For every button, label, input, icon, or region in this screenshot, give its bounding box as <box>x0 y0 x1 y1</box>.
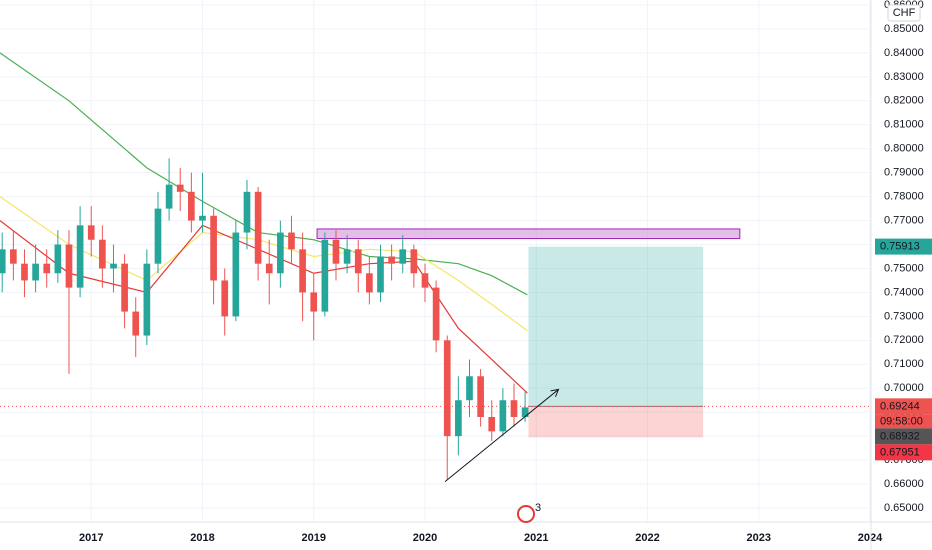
candle-body <box>10 249 17 264</box>
x-tick-label: 2023 <box>747 532 771 544</box>
candle-body <box>65 244 73 288</box>
loss-area <box>528 406 704 438</box>
x-tick-label: 2017 <box>79 532 103 544</box>
candle-body <box>455 400 462 437</box>
candle-body <box>87 225 95 240</box>
profit-area <box>528 246 704 407</box>
candle-body <box>21 263 28 281</box>
y-tick-label: 0.73000 <box>884 310 924 322</box>
price-tag <box>875 398 932 415</box>
candle-body <box>377 256 384 293</box>
y-tick-label: 0.77000 <box>884 214 924 226</box>
y-tick-label: 0.70000 <box>884 382 924 394</box>
candle-body <box>354 249 362 274</box>
candle-body <box>32 263 39 281</box>
candle-body <box>343 249 351 264</box>
x-tick-label: 2020 <box>413 532 437 544</box>
x-tick-label: 2019 <box>301 532 325 544</box>
candle-body <box>499 400 507 432</box>
x-tick-label: 2022 <box>635 532 659 544</box>
x-tick-label: 2024 <box>858 532 883 544</box>
candle-body <box>443 340 451 437</box>
candle-body <box>54 244 62 274</box>
y-tick-label: 0.85000 <box>884 23 924 35</box>
y-tick-label: 0.81000 <box>884 119 924 131</box>
candle-body <box>210 215 217 281</box>
candle-body <box>332 239 340 264</box>
candle-body <box>521 407 529 417</box>
candle-body <box>477 376 484 417</box>
candle-body <box>288 232 295 250</box>
x-tick-label: 2018 <box>190 532 214 544</box>
candle-body <box>399 249 407 264</box>
candle-body <box>321 239 329 312</box>
price-tag <box>875 238 932 255</box>
countdown-tag <box>875 414 932 429</box>
candle-body <box>421 273 429 288</box>
candle-body <box>154 208 162 264</box>
y-tick-label: 0.65000 <box>884 502 924 514</box>
currency-label: CHF <box>893 7 916 19</box>
candle-body <box>99 239 106 269</box>
candle-body <box>277 232 284 274</box>
moving-average <box>0 196 528 332</box>
candle-body <box>76 225 84 288</box>
y-tick-label: 0.75000 <box>884 262 924 274</box>
y-tick-label: 0.74000 <box>884 286 924 298</box>
arrow-head <box>550 388 560 398</box>
price-tag <box>875 428 932 445</box>
price-tag-label: 0.69244 <box>880 400 920 412</box>
candle-body <box>265 263 273 274</box>
candle-body <box>510 400 518 417</box>
candle-body <box>410 249 418 274</box>
candle-body <box>143 263 151 336</box>
price-tag-label: 0.67951 <box>880 446 920 458</box>
candle-body <box>488 416 496 432</box>
candle-body <box>299 249 306 293</box>
candle-body <box>0 249 6 274</box>
event-count: 3 <box>535 502 541 514</box>
candle-body <box>176 184 184 192</box>
moving-average <box>0 52 528 296</box>
resistance-zone <box>316 228 741 240</box>
y-tick-label: 0.78000 <box>884 191 924 203</box>
countdown-label: 09:58:00 <box>880 415 923 427</box>
candle-body <box>165 184 173 209</box>
candle-body <box>221 280 229 317</box>
y-tick-label: 0.79000 <box>884 167 924 179</box>
candle-body <box>388 256 395 264</box>
candle-body <box>110 263 117 269</box>
y-tick-label: 0.82000 <box>884 95 924 107</box>
candle-body <box>188 191 195 221</box>
price-tag-label: 0.75913 <box>880 241 920 253</box>
y-tick-label: 0.72000 <box>884 334 924 346</box>
y-tick-label: 0.80000 <box>884 143 924 155</box>
price-tag <box>875 444 932 461</box>
trendline <box>444 389 559 483</box>
candle-body <box>232 232 240 317</box>
candle-body <box>254 191 262 264</box>
candle-body <box>466 376 473 401</box>
candle-body <box>43 263 51 274</box>
y-tick-label: 0.84000 <box>884 47 924 59</box>
candle-body <box>243 191 251 233</box>
currency-badge <box>887 4 921 22</box>
candle-body <box>199 215 206 221</box>
candle-body <box>310 292 318 312</box>
candle-body <box>366 273 373 293</box>
price-tag-label: 0.68932 <box>880 430 920 442</box>
candle-body <box>121 263 128 312</box>
event-icon <box>517 505 535 523</box>
y-tick-label: 0.83000 <box>884 71 924 83</box>
candle-body <box>432 287 440 341</box>
y-tick-label: 0.71000 <box>884 358 924 370</box>
candle-body <box>132 311 140 336</box>
y-tick-label: 0.66000 <box>884 478 924 490</box>
x-tick-label: 2021 <box>524 532 548 544</box>
